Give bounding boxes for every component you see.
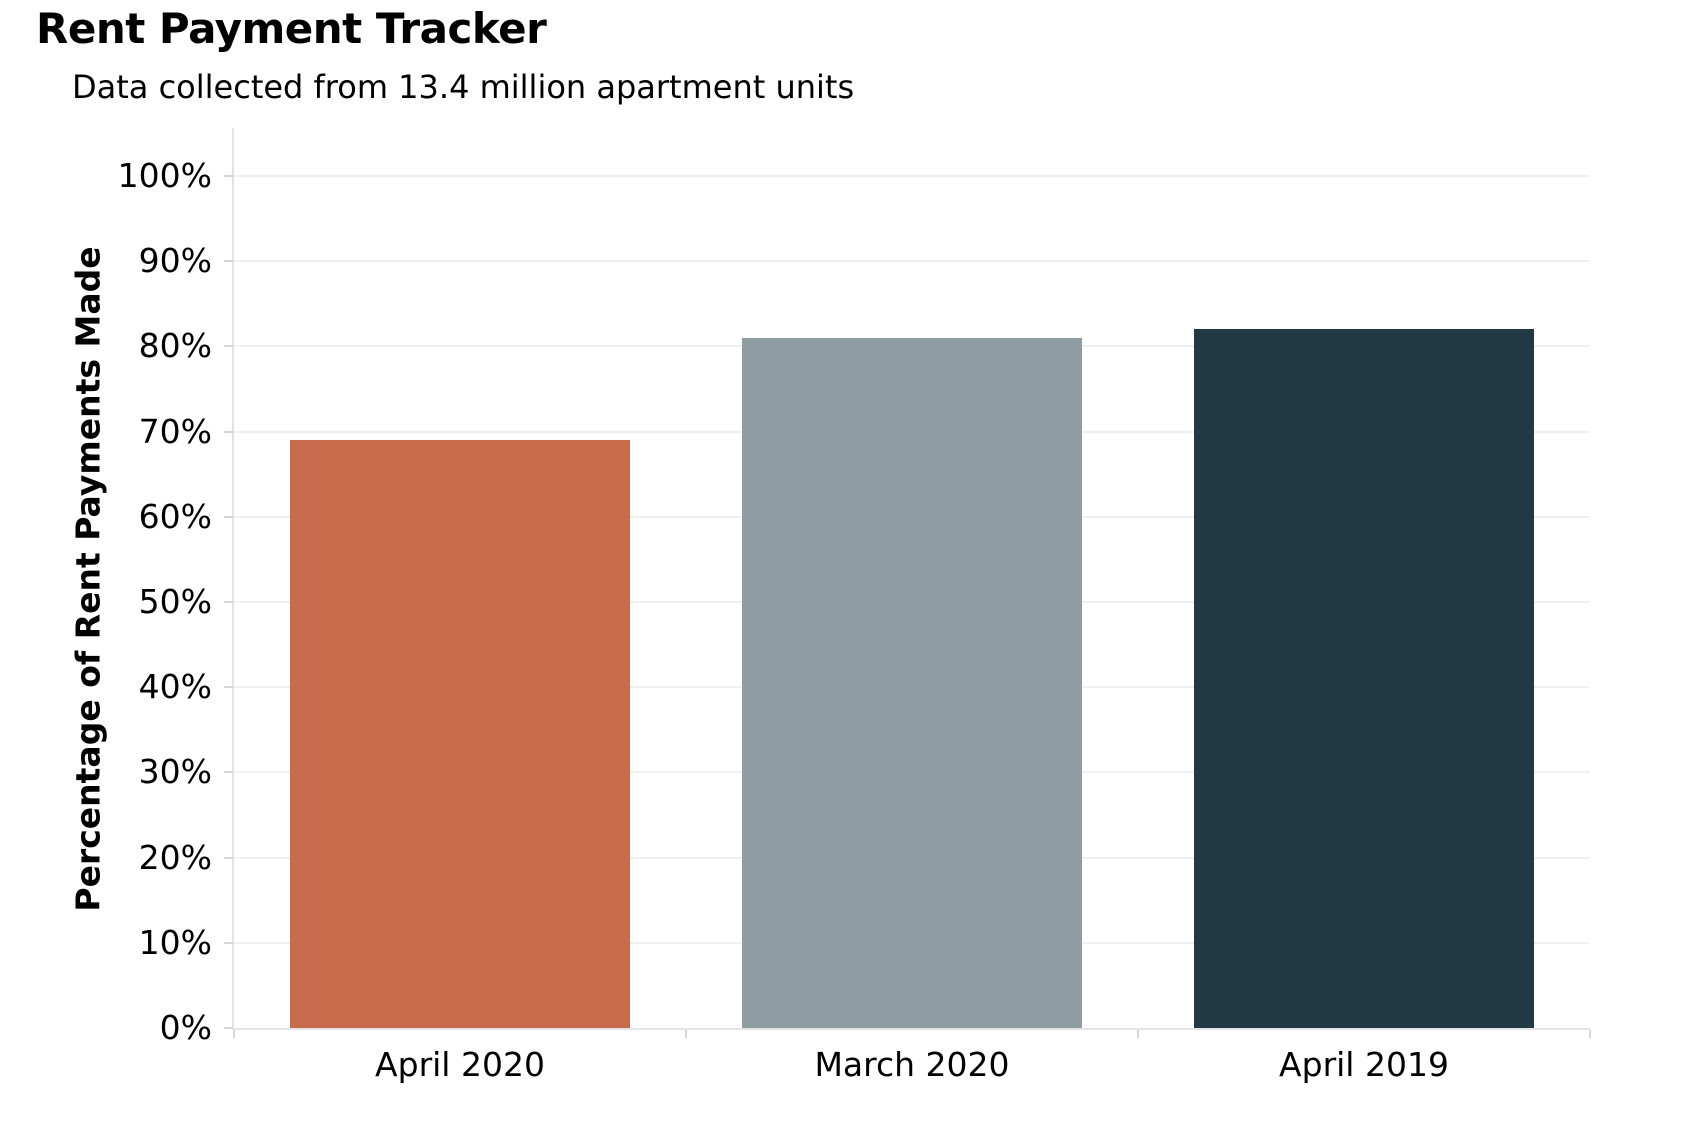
y-tick-label: 60% xyxy=(138,496,212,536)
bar-april-2020[interactable] xyxy=(290,440,630,1028)
y-tick-mark xyxy=(224,771,233,774)
x-tick-mark xyxy=(1137,1030,1139,1038)
y-tick-mark xyxy=(224,175,233,177)
chart-title: Rent Payment Tracker xyxy=(36,4,547,53)
y-tick-mark xyxy=(224,345,233,348)
x-tick-mark xyxy=(685,1030,687,1038)
y-tick-label: 20% xyxy=(138,837,212,877)
y-tick-mark xyxy=(224,1027,233,1029)
y-axis-line xyxy=(232,128,234,1030)
y-tick-label: 90% xyxy=(138,241,212,281)
y-tick-mark xyxy=(224,260,233,263)
y-tick-label: 10% xyxy=(138,922,212,962)
chart-subtitle: Data collected from 13.4 million apartme… xyxy=(72,68,855,106)
y-tick-mark xyxy=(224,941,233,944)
x-tick-mark xyxy=(1589,1030,1591,1038)
bar-april-2019[interactable] xyxy=(1194,329,1534,1028)
y-tick-label: 30% xyxy=(138,752,212,792)
x-axis-line xyxy=(232,1028,1590,1030)
y-tick-mark xyxy=(224,686,233,689)
x-tick-mark xyxy=(233,1030,235,1038)
bar-march-2020[interactable] xyxy=(742,337,1082,1028)
y-tick-mark xyxy=(224,430,233,433)
x-axis-label: April 2019 xyxy=(1279,1045,1449,1084)
y-tick-label: 70% xyxy=(138,411,212,451)
plot-area xyxy=(234,128,1590,1028)
y-tick-label: 100% xyxy=(117,156,212,195)
y-tick-mark xyxy=(224,515,233,518)
y-tick-label: 80% xyxy=(138,326,212,366)
y-tick-mark xyxy=(224,601,233,603)
x-axis-label: March 2020 xyxy=(814,1045,1010,1084)
y-tick-mark xyxy=(224,856,233,859)
gridline xyxy=(234,260,1590,263)
y-tick-label: 0% xyxy=(159,1008,212,1047)
gridline xyxy=(234,175,1590,177)
y-tick-label: 40% xyxy=(138,667,212,707)
x-axis-label: April 2020 xyxy=(375,1045,545,1084)
y-tick-label: 50% xyxy=(138,582,212,621)
